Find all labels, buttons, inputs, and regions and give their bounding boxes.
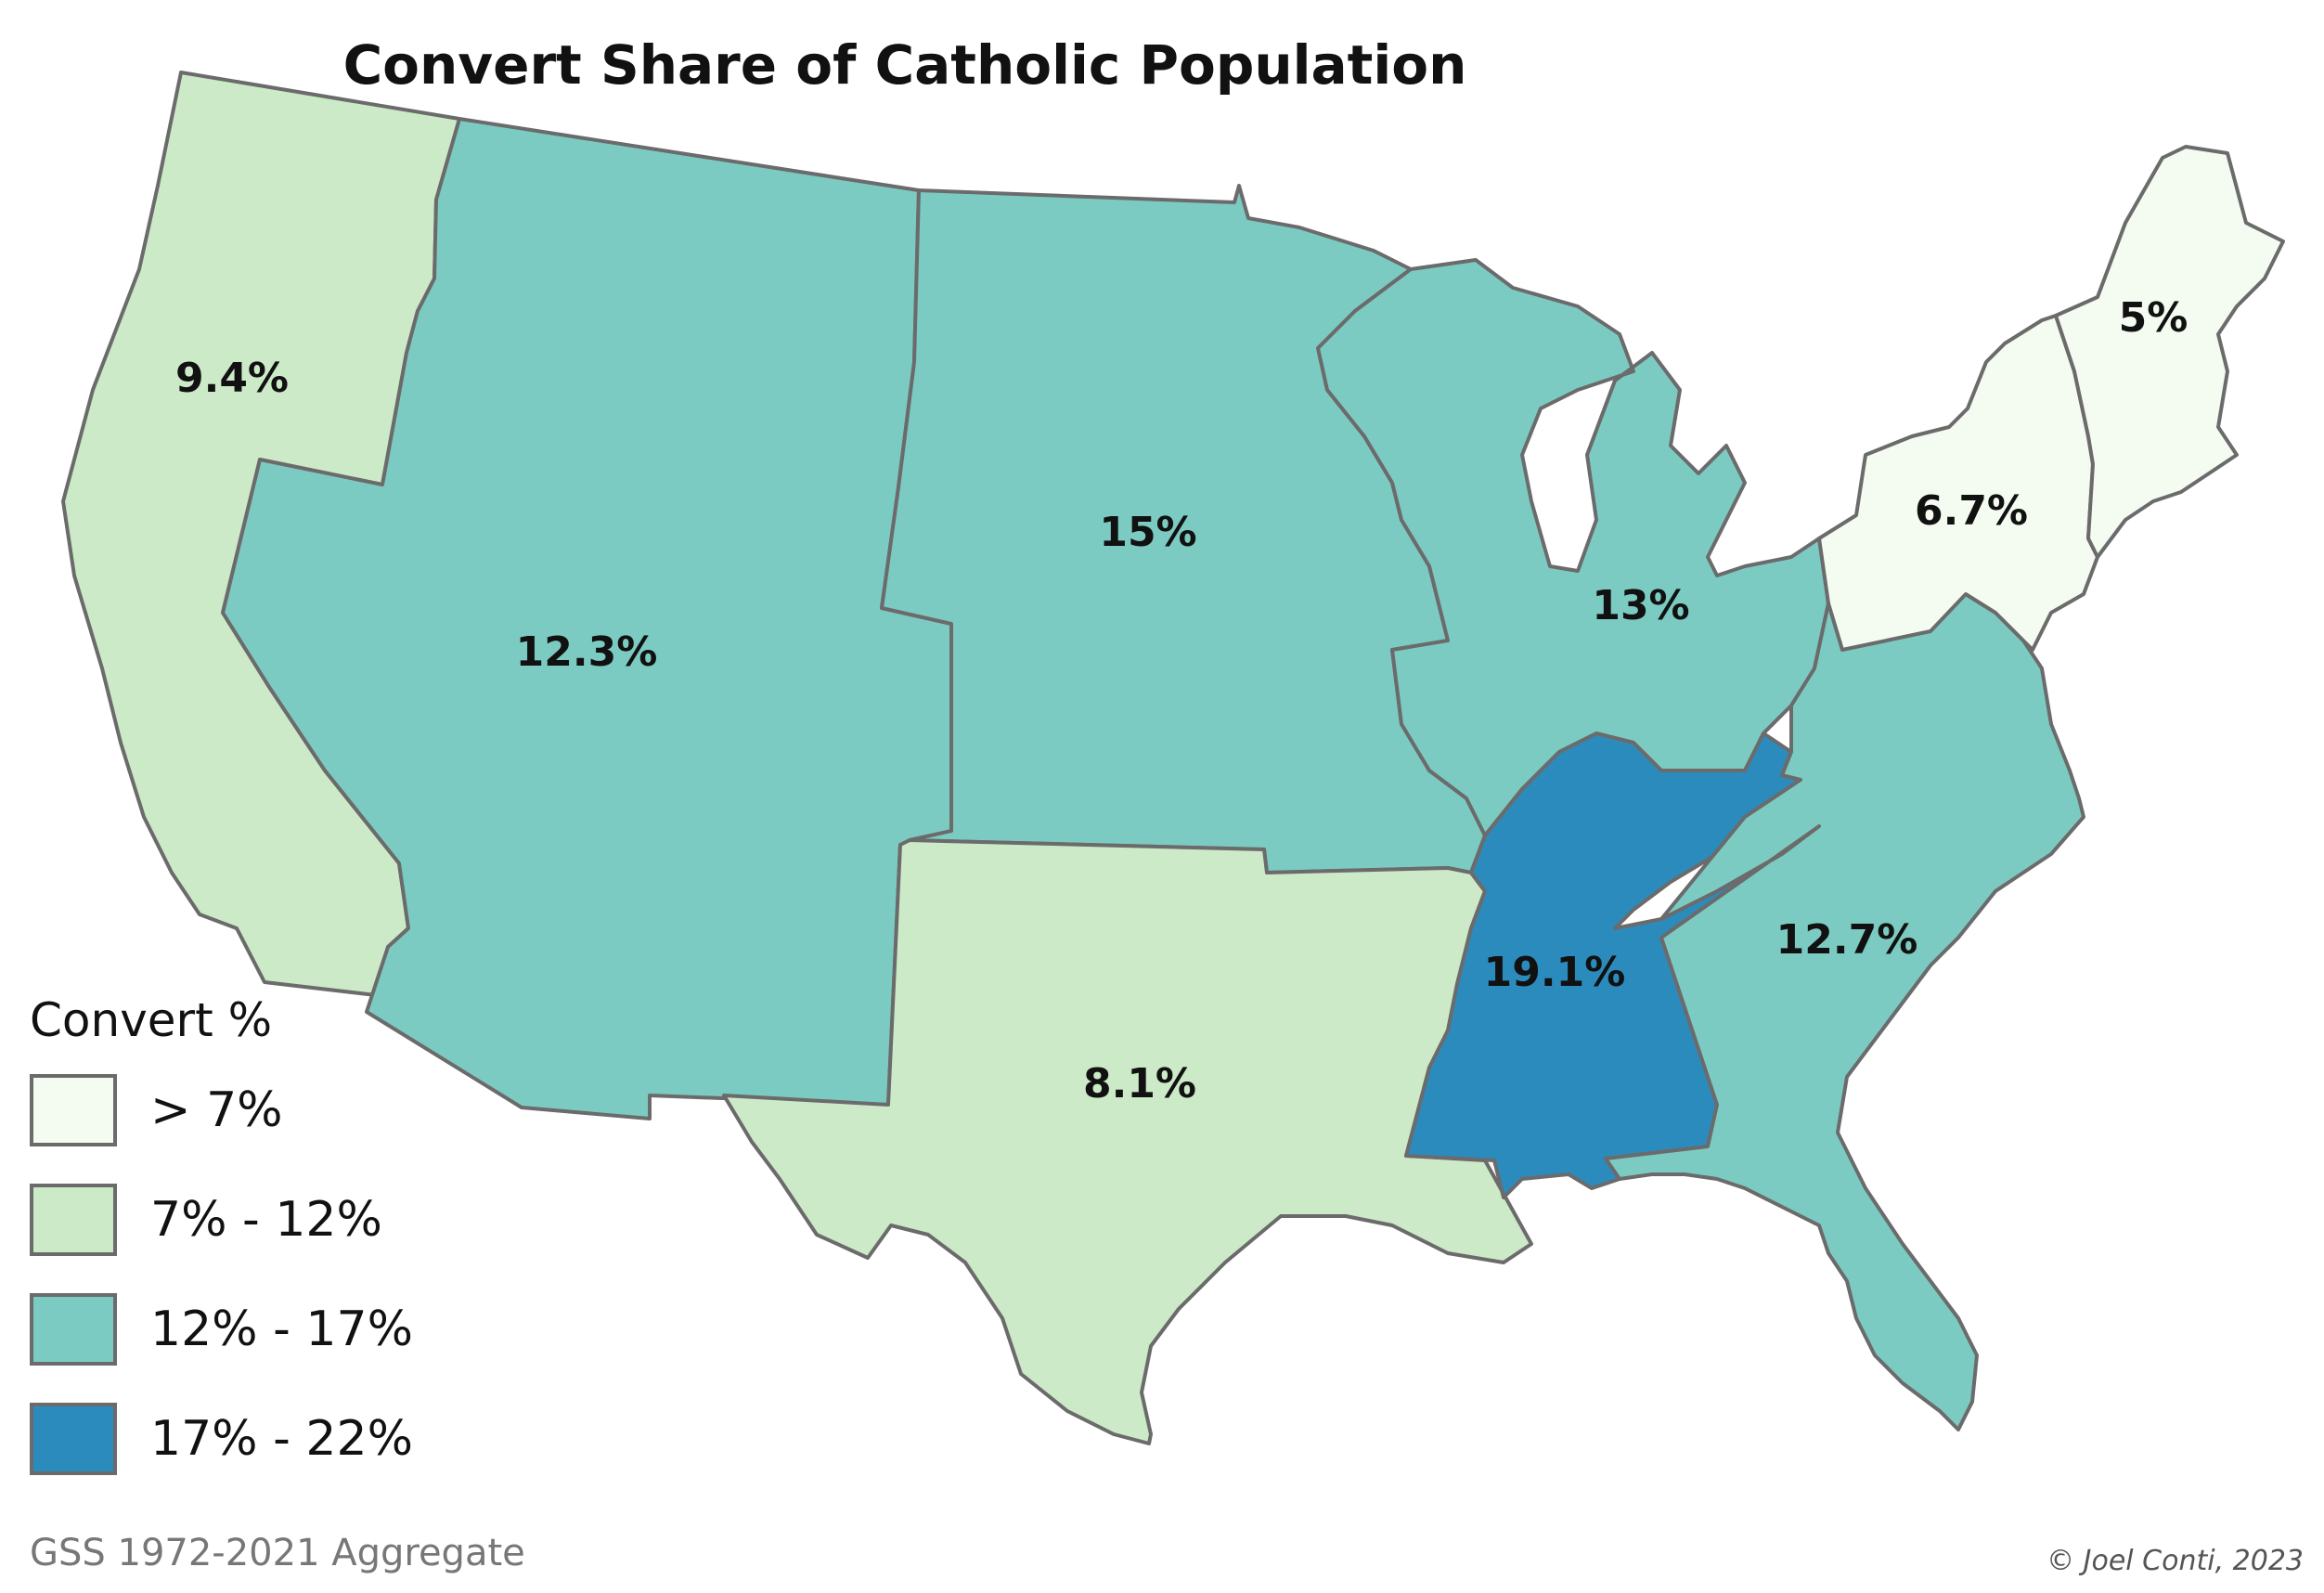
legend-item: 7% - 12% [30, 1181, 413, 1259]
legend-title: Convert % [30, 993, 273, 1047]
legend-item: 12% - 17% [30, 1290, 413, 1368]
region-new-england[interactable] [2054, 145, 2285, 559]
legend-swatch [30, 1403, 117, 1475]
legend-item: > 7% [30, 1071, 413, 1149]
label-middle-atlantic: 6.7% [1915, 487, 2028, 535]
region-east-north-central[interactable] [1316, 258, 1830, 837]
legend-label: 17% - 22% [150, 1411, 413, 1467]
label-new-england: 5% [2119, 294, 2188, 342]
label-east-south-central: 19.1% [1484, 949, 1626, 996]
label-west-south-central: 8.1% [1083, 1060, 1196, 1107]
legend-item: 17% - 22% [30, 1400, 413, 1478]
legend-swatch [30, 1184, 117, 1256]
legend-label: 7% - 12% [150, 1192, 382, 1248]
legend-swatch [30, 1293, 117, 1366]
region-middle-atlantic[interactable] [1817, 314, 2099, 652]
legend-label: > 7% [150, 1082, 283, 1138]
map-title: Convert Share of Catholic Population [342, 33, 1467, 97]
label-south-atlantic: 12.7% [1776, 916, 1918, 964]
label-mountain: 12.3% [516, 628, 658, 676]
legend-swatch [30, 1074, 117, 1146]
label-pacific: 9.4% [175, 355, 289, 402]
region-south-atlantic[interactable] [1604, 592, 2085, 1431]
label-west-north-central: 15% [1099, 509, 1196, 556]
source-note: GSS 1972-2021 Aggregate [30, 1532, 525, 1574]
label-east-north-central: 13% [1592, 582, 1689, 629]
credit-note: © Joel Conti, 2023 [2046, 1545, 2304, 1577]
legend: Convert % > 7% 7% - 12% 12% - 17% 17% - … [30, 993, 413, 1509]
legend-label: 12% - 17% [150, 1302, 413, 1357]
